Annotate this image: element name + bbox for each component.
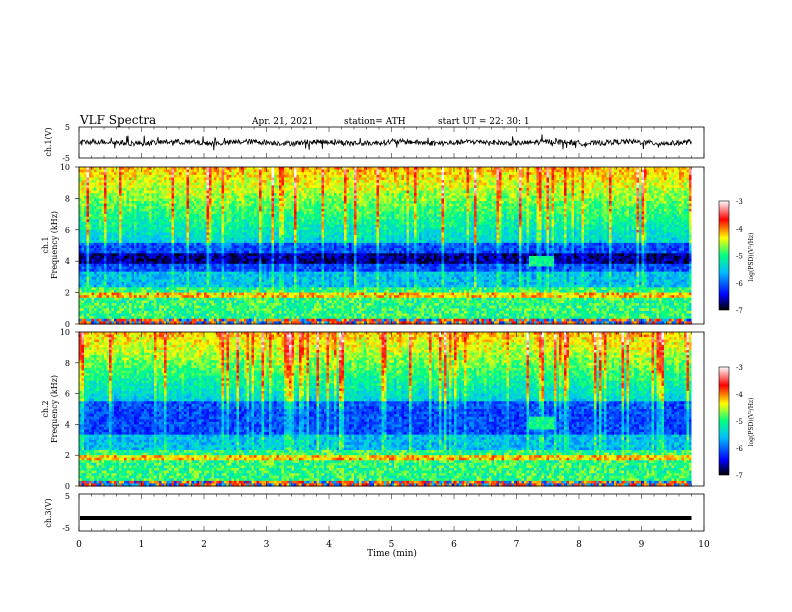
ch1-ytick-top: 5: [65, 123, 70, 132]
ch1-ytick-bottom: -5: [62, 154, 70, 163]
ch1-spectrogram-image: [79, 167, 704, 325]
ch1-waveform-panel: 5 -5 ch.1(V): [44, 123, 704, 163]
date-label: Apr. 21, 2021: [251, 117, 313, 127]
start-time-label: start UT = 22: 30: 1: [438, 117, 530, 127]
figure-title: VLF Spectra: [79, 113, 156, 127]
vlf-spectra-figure: VLF Spectra Apr. 21, 2021 station= ATH s…: [0, 0, 792, 612]
ch1-waveform-ylabel: ch.1(V): [44, 127, 53, 156]
station-label: station= ATH: [344, 117, 406, 127]
